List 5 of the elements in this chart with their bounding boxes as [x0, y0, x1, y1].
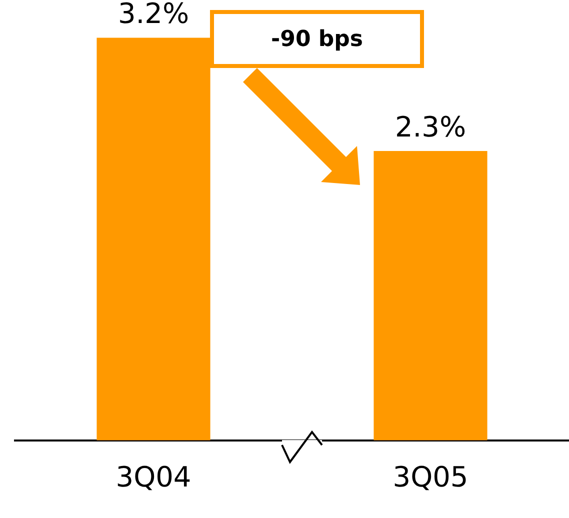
x-tick-label: 3Q05	[392, 460, 468, 494]
data-label: 2.3%	[394, 110, 466, 144]
annotation: -90 bps	[210, 10, 424, 68]
x-tick-label: 3Q04	[116, 460, 192, 494]
data-label: 3.2%	[118, 0, 190, 30]
